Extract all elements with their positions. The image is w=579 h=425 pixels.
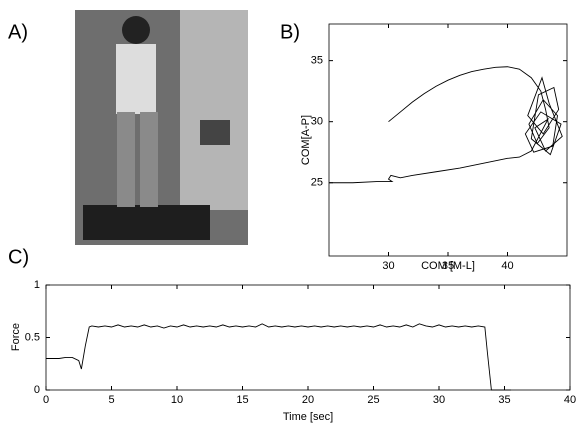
y-tick-label: 25	[311, 177, 323, 189]
photo-head	[122, 16, 150, 44]
x-tick-label: 30	[382, 260, 394, 272]
x-tick-label: 35	[498, 394, 510, 406]
y-axis-label: COM[A-P]	[300, 115, 312, 165]
panel-label: C)	[8, 246, 29, 268]
x-tick-label: 35	[442, 260, 454, 272]
y-axis-label: Force	[10, 323, 22, 351]
photo-wall	[180, 10, 248, 210]
y-tick-label: 1	[34, 279, 40, 291]
y-tick-label: 0.5	[25, 331, 40, 343]
panel-label: A)	[8, 21, 28, 43]
photo-leg	[117, 112, 135, 207]
x-tick-label: 15	[236, 394, 248, 406]
x-tick-label: 5	[108, 394, 114, 406]
x-tick-label: 30	[433, 394, 445, 406]
x-axis-label: Time [sec]	[283, 411, 333, 423]
plot-frame	[45, 284, 571, 391]
y-tick-label: 0	[34, 384, 40, 396]
photo-leg	[140, 112, 158, 207]
data-line	[46, 323, 512, 391]
x-axis-label: COM [M-L]	[421, 260, 475, 272]
panel-label: B)	[280, 21, 300, 43]
y-tick-label: 30	[311, 116, 323, 128]
plot-frame	[328, 23, 568, 257]
photo-mat	[83, 205, 210, 240]
x-tick-label: 25	[367, 394, 379, 406]
data-line	[329, 66, 563, 184]
x-tick-label: 40	[564, 394, 576, 406]
x-tick-label: 20	[302, 394, 314, 406]
x-tick-label: 0	[43, 394, 49, 406]
photo-monitor	[200, 120, 230, 145]
x-tick-label: 10	[171, 394, 183, 406]
x-tick-label: 40	[501, 260, 513, 272]
photo	[75, 10, 248, 245]
y-tick-label: 35	[311, 55, 323, 67]
photo-shirt	[116, 44, 156, 114]
